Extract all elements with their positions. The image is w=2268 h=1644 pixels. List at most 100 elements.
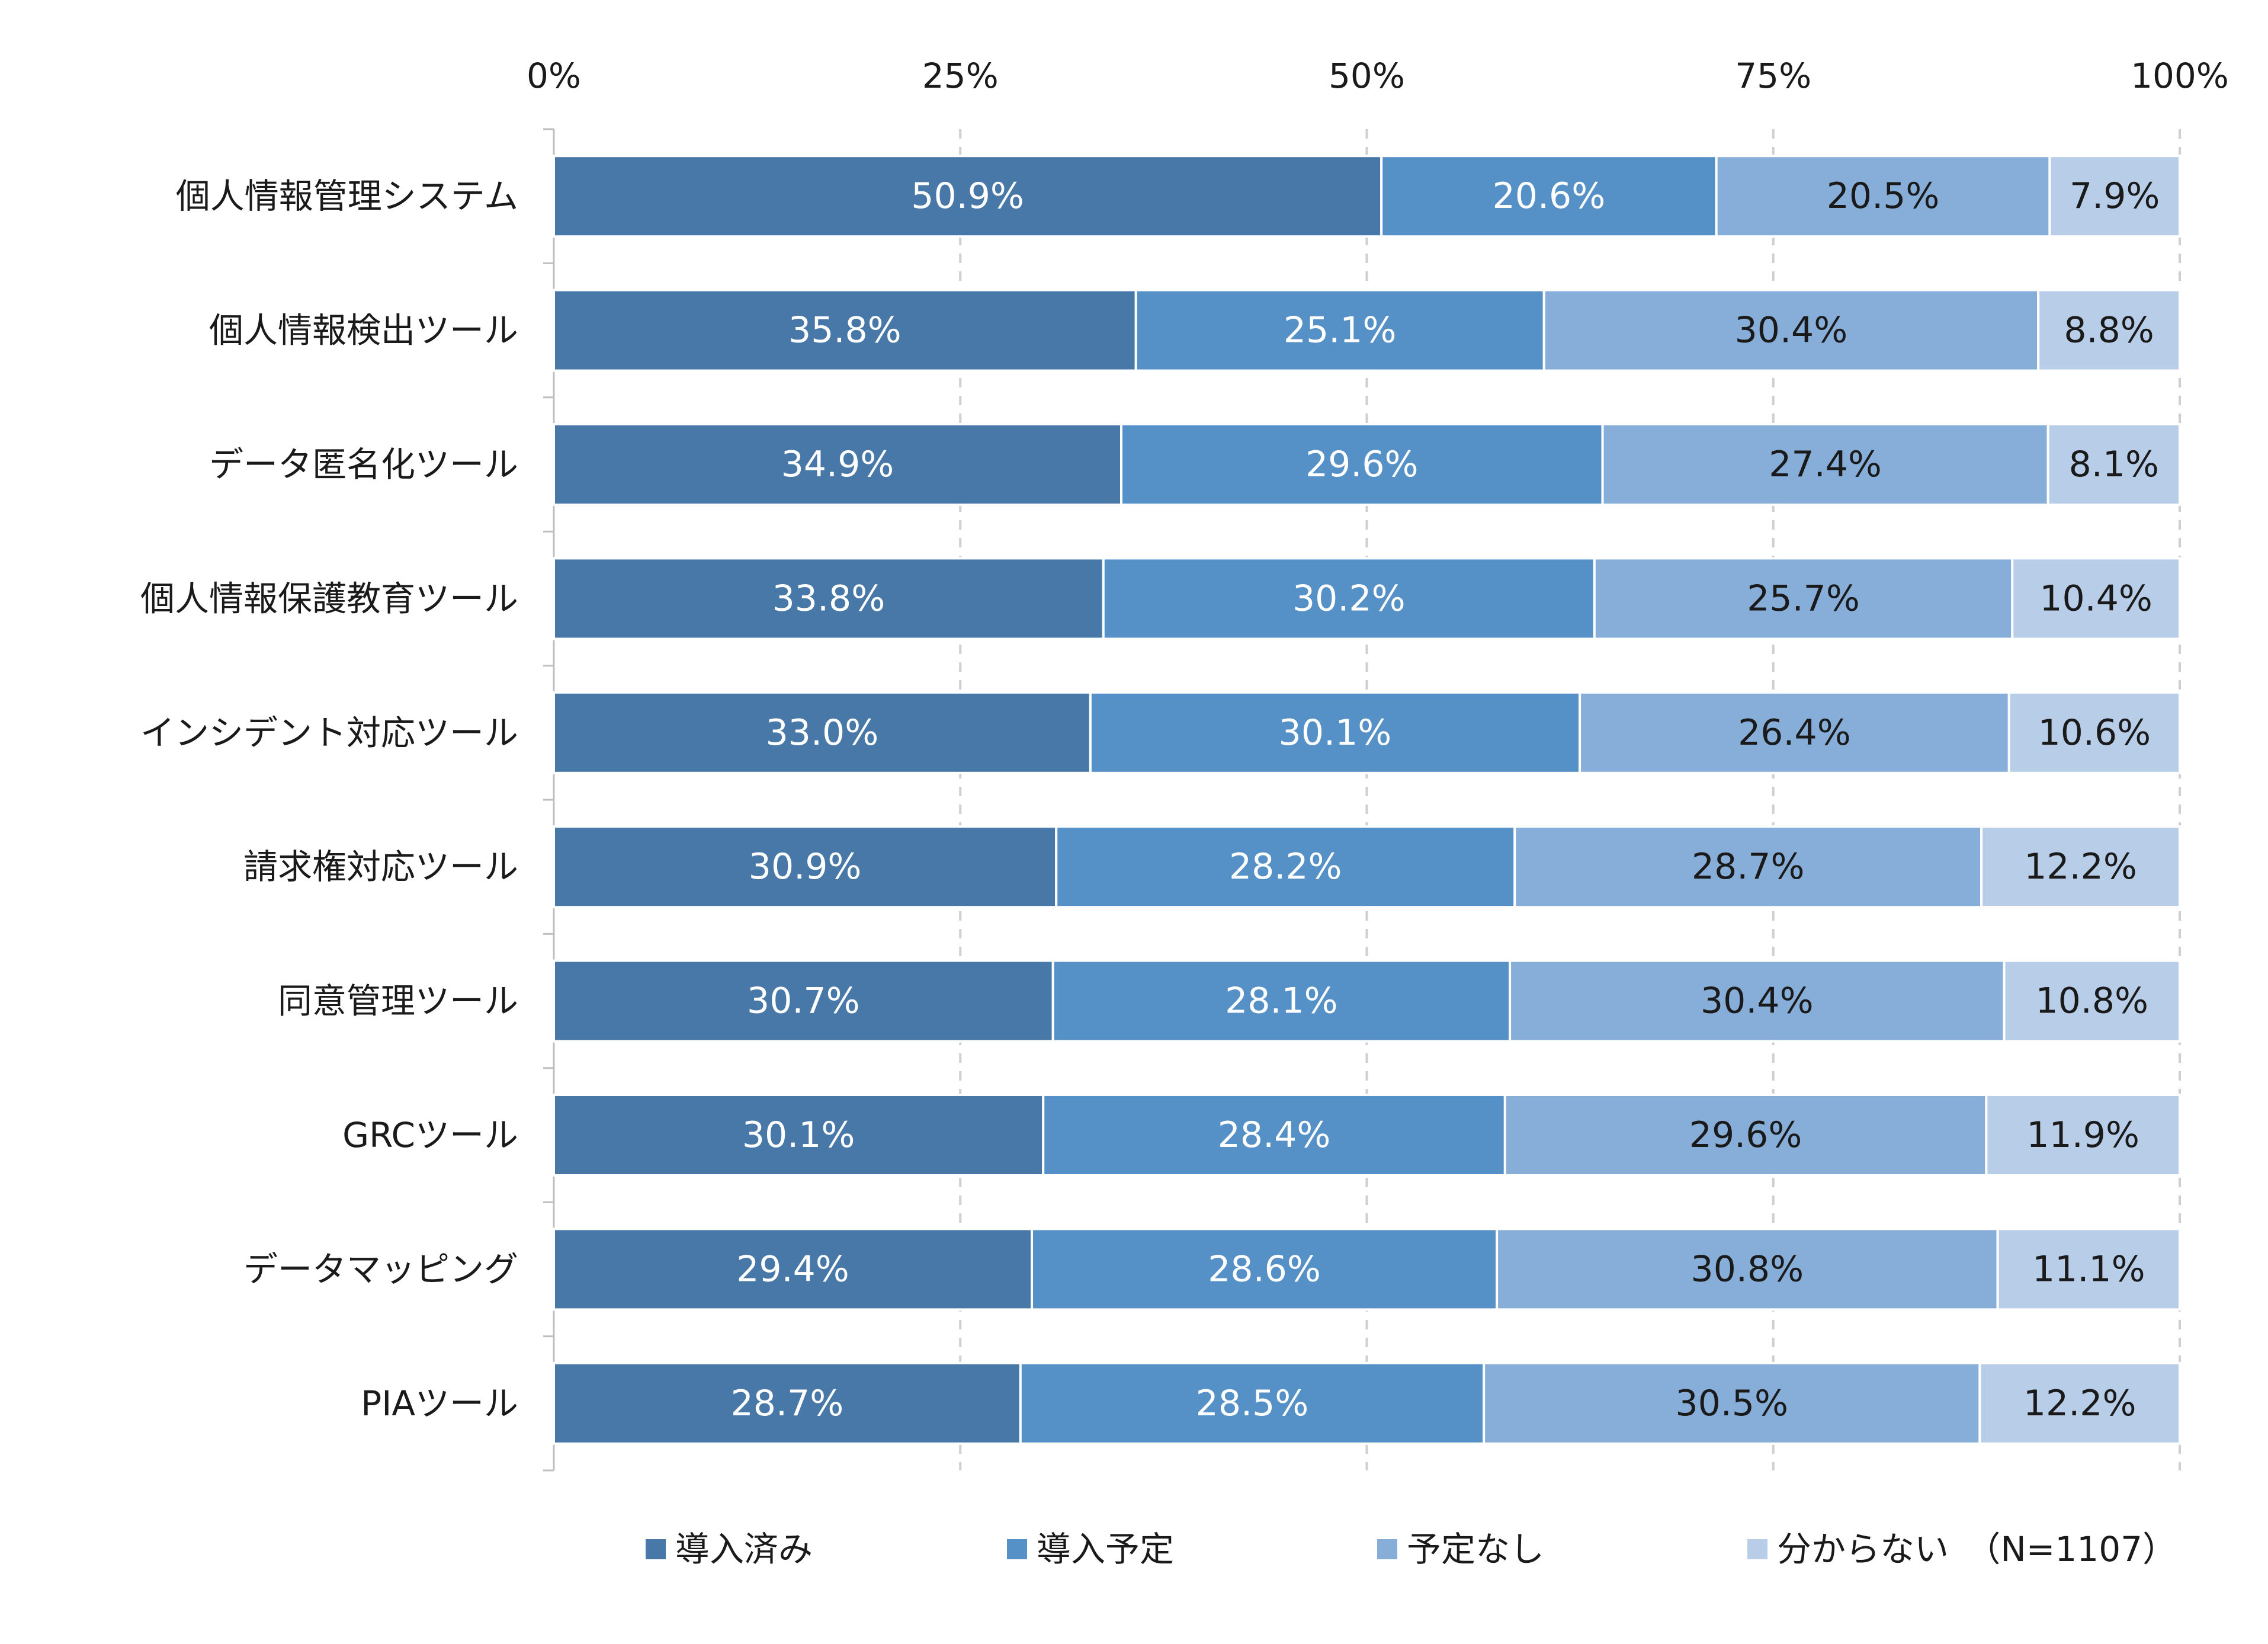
data-label: 28.7%: [731, 1383, 844, 1424]
bar-segment: [1978, 1361, 2181, 1445]
data-label: 11.9%: [2026, 1114, 2139, 1156]
bar-segment: [1593, 557, 2014, 640]
legend-label: 導入済み: [675, 1529, 813, 1569]
data-label: 35.8%: [788, 310, 902, 351]
data-label: 50.9%: [911, 175, 1024, 217]
bar-segment: [553, 289, 1137, 372]
data-label: 30.4%: [1735, 310, 1848, 351]
bar-segment: [1996, 1228, 2182, 1311]
category-label: 請求権対応ツール: [243, 847, 518, 887]
data-label: 28.6%: [1208, 1248, 1321, 1290]
data-label: 28.1%: [1225, 980, 1338, 1022]
bar-segment: [2007, 691, 2181, 774]
bar-segment: [1715, 155, 2051, 238]
category-label: 個人情報検出ツール: [209, 310, 518, 351]
bar-segment: [553, 691, 1092, 774]
sample-size-note: （N=1107）: [1966, 1529, 2177, 1569]
bar-segment: [1042, 1094, 1506, 1177]
data-label: 30.8%: [1691, 1248, 1804, 1290]
category-label: 個人情報管理システム: [176, 176, 518, 216]
x-tick-label: 50%: [1329, 56, 1405, 96]
data-label: 29.6%: [1305, 444, 1419, 485]
data-label: 25.1%: [1284, 310, 1397, 351]
data-label: 11.1%: [2032, 1248, 2145, 1290]
data-label: 33.8%: [772, 578, 886, 619]
legend-swatch: [1747, 1539, 1767, 1559]
x-tick-label: 100%: [2131, 56, 2229, 96]
bar-segment: [2011, 557, 2181, 640]
data-label: 25.7%: [1747, 578, 1860, 619]
data-label: 30.1%: [742, 1114, 855, 1156]
legend-swatch: [1007, 1539, 1027, 1559]
data-label: 8.1%: [2069, 444, 2159, 485]
legend-swatch: [1377, 1539, 1397, 1559]
legend-label: 分からない: [1777, 1529, 1949, 1569]
data-label: 10.8%: [2035, 980, 2148, 1022]
bar-segment: [1496, 1228, 1999, 1311]
bar-segment: [1980, 825, 2182, 909]
data-label: 12.2%: [2023, 1383, 2137, 1424]
bar-segment: [1120, 423, 1604, 506]
data-label: 29.4%: [736, 1248, 849, 1290]
data-label: 8.8%: [2064, 310, 2154, 351]
bar-segment: [1055, 825, 1516, 909]
bar-segment: [553, 423, 1123, 506]
data-label: 29.6%: [1689, 1114, 1802, 1156]
category-label: データ匿名化ツール: [209, 444, 518, 485]
data-label: 30.1%: [1279, 712, 1392, 754]
data-label: 20.5%: [1827, 175, 1940, 217]
data-label: 10.6%: [2038, 712, 2151, 754]
bar-segment: [2046, 423, 2182, 506]
data-label: 12.2%: [2024, 846, 2137, 887]
data-label: 30.2%: [1292, 578, 1406, 619]
legend-label: 予定なし: [1407, 1529, 1544, 1569]
bar-segment: [553, 1361, 1022, 1445]
bar-segment: [1051, 959, 1512, 1043]
bar-segment: [2003, 959, 2182, 1043]
bar-segment: [553, 825, 1058, 909]
data-label: 28.5%: [1196, 1383, 1309, 1424]
bar-segment: [1089, 691, 1581, 774]
category-label: 個人情報保護教育ツール: [140, 578, 518, 618]
bar-segment: [1509, 959, 2006, 1043]
data-label: 26.4%: [1738, 712, 1851, 754]
data-label: 10.4%: [2039, 578, 2152, 619]
bar-segment: [1102, 557, 1596, 640]
data-label: 30.9%: [749, 846, 862, 887]
data-label: 27.4%: [1769, 444, 1882, 485]
bar-segment: [1380, 155, 1718, 238]
data-label: 28.2%: [1229, 846, 1342, 887]
category-label: インシデント対応ツール: [140, 713, 518, 753]
bar-segment: [1601, 423, 2049, 506]
legend-label: 導入予定: [1037, 1529, 1174, 1569]
bar-segment: [2048, 155, 2181, 238]
data-label: 28.7%: [1692, 846, 1805, 887]
legend-swatch: [646, 1539, 666, 1559]
data-label: 7.9%: [2070, 175, 2160, 217]
bar-segment: [1542, 289, 2040, 372]
x-tick-label: 75%: [1735, 56, 1811, 96]
bar-segment: [553, 155, 1383, 238]
bar-segment: [2037, 289, 2182, 372]
category-label: GRCツール: [342, 1115, 518, 1155]
bar-segment: [1019, 1361, 1486, 1445]
category-label: 同意管理ツール: [278, 981, 518, 1021]
bar-segment: [1985, 1094, 2181, 1177]
bar-segment: [553, 1228, 1034, 1311]
data-label: 30.5%: [1675, 1383, 1788, 1424]
bar-segment: [553, 557, 1105, 640]
category-label: データマッピング: [243, 1249, 518, 1289]
data-label: 33.0%: [766, 712, 879, 754]
data-label: 28.4%: [1218, 1114, 1331, 1156]
data-label: 30.4%: [1701, 980, 1814, 1022]
data-label: 20.6%: [1493, 175, 1606, 217]
x-tick-label: 25%: [922, 56, 999, 96]
category-label: PIAツール: [361, 1383, 518, 1424]
x-tick-label: 0%: [527, 56, 581, 96]
data-label: 30.7%: [747, 980, 860, 1022]
bar-segment: [553, 1094, 1045, 1177]
bar-segment: [1503, 1094, 1988, 1177]
bar-segment: [1134, 289, 1545, 372]
